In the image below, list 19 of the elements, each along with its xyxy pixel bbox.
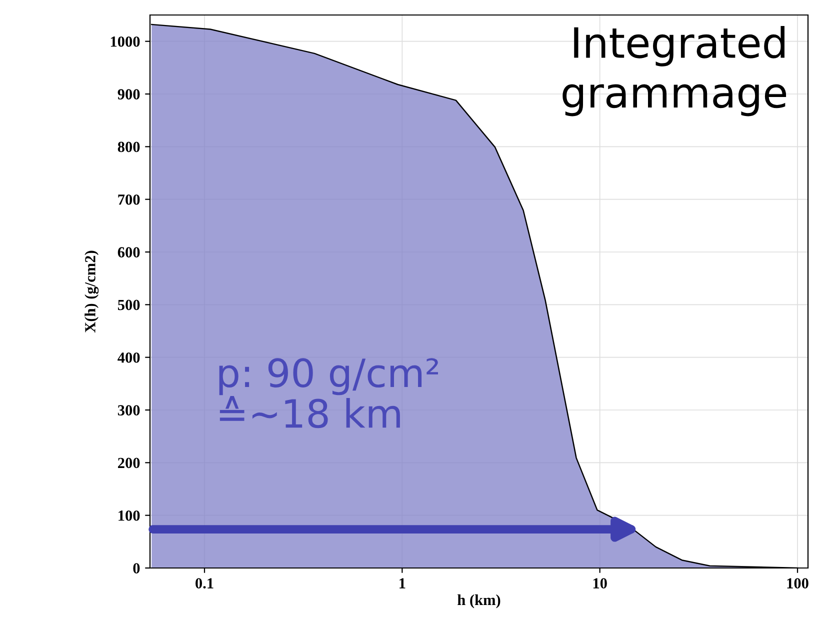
x-tick-label: 1 bbox=[400, 578, 406, 588]
y-tick-label: 900 bbox=[118, 89, 140, 100]
y-tick-label: 700 bbox=[118, 194, 140, 205]
y-tick-label: 500 bbox=[118, 300, 140, 310]
annotation: p: 90 g/cm² ≙~18 km bbox=[219, 358, 438, 428]
x-axis-title: h (km) bbox=[458, 594, 500, 608]
x-tick-label: 10 bbox=[593, 578, 607, 588]
y-tick-label: 100 bbox=[118, 510, 140, 521]
x-tick-label: 100 bbox=[787, 578, 808, 588]
y-tick-label: 400 bbox=[118, 352, 140, 363]
x-tick-label: 0.1 bbox=[196, 578, 214, 589]
y-tick-label: 800 bbox=[118, 142, 140, 152]
y-tick-label: 1000 bbox=[110, 36, 140, 47]
y-tick-label: 0 bbox=[133, 563, 140, 574]
y-tick-label: 300 bbox=[118, 405, 140, 416]
y-tick-label: 200 bbox=[118, 458, 140, 468]
text: Integrated grammage bbox=[562, 26, 786, 116]
y-axis-title: X(h) (g/cm2) bbox=[84, 250, 99, 333]
y-tick-label: 600 bbox=[118, 247, 140, 258]
